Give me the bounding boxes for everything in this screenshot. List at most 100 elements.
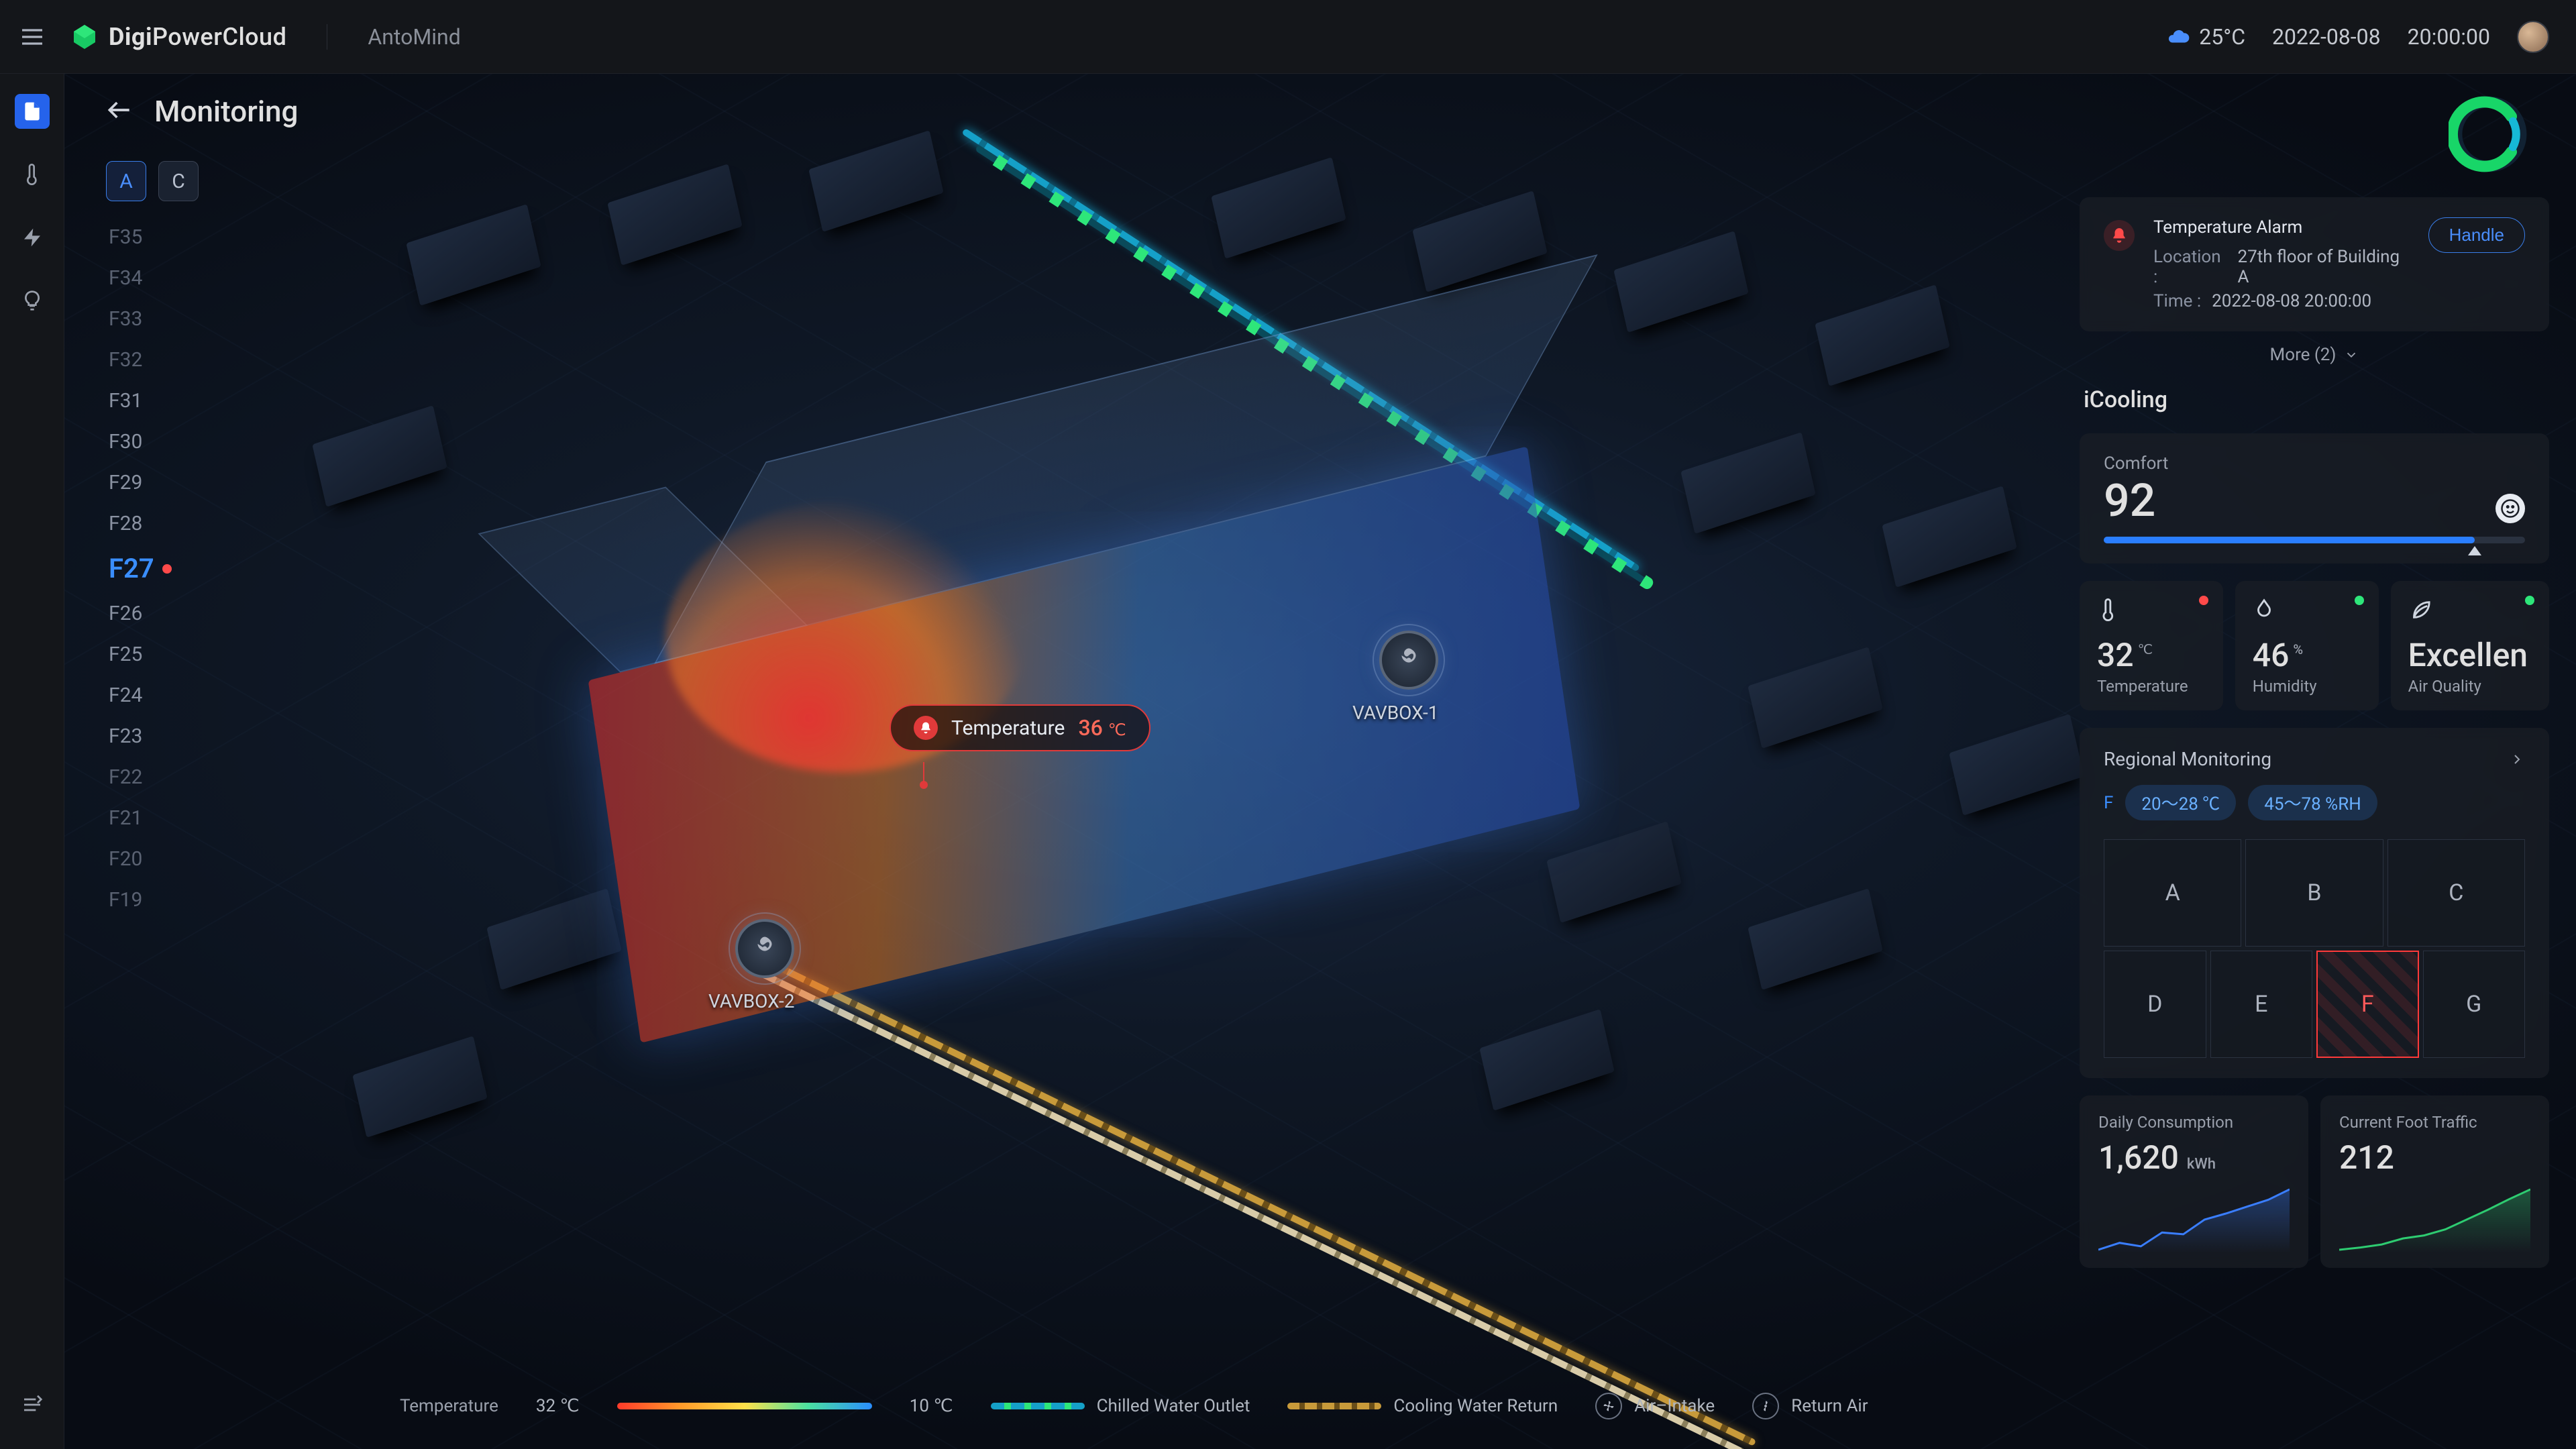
- floor-f29[interactable]: F29: [106, 467, 174, 498]
- floor-f25[interactable]: F25: [106, 639, 174, 670]
- region-b[interactable]: B: [2245, 839, 2383, 947]
- legend-seg-icon: [1287, 1403, 1381, 1409]
- rail-lighting[interactable]: [15, 283, 50, 318]
- floor-f34[interactable]: F34: [106, 262, 174, 294]
- droplet-icon: [2253, 598, 2275, 621]
- floor-f21[interactable]: F21: [106, 802, 174, 834]
- fan-icon: [1595, 1393, 1622, 1419]
- bolt-icon: [21, 227, 43, 248]
- floor-f35[interactable]: F35: [106, 221, 174, 253]
- back-button[interactable]: [105, 95, 134, 127]
- metric-air-quality[interactable]: Excellen Air Quality: [2391, 581, 2549, 710]
- floor-f31[interactable]: F31: [106, 385, 174, 417]
- floor-f22[interactable]: F22: [106, 761, 174, 793]
- thermo-icon: [2097, 598, 2120, 621]
- header-temp: 25°C: [2199, 24, 2245, 50]
- page-title: Monitoring: [154, 94, 298, 129]
- legend-temp-hot: 32 ℃: [536, 1396, 580, 1416]
- region-f[interactable]: F: [2316, 951, 2419, 1058]
- comfort-fill: [2104, 537, 2475, 543]
- legend: Temperature 32 ℃ 10 ℃ Chilled Water Outl…: [400, 1393, 2026, 1419]
- sparkline-consumption: [2098, 1186, 2290, 1253]
- regional-card: Regional Monitoring F 20～28 ℃ 45～78 %RH …: [2080, 728, 2549, 1078]
- region-e[interactable]: E: [2210, 951, 2313, 1058]
- metric-humidity[interactable]: 46% Humidity: [2235, 581, 2379, 710]
- rail-energy[interactable]: [15, 220, 50, 255]
- chip-temp: 20～28 ℃: [2125, 785, 2236, 820]
- floor-f26[interactable]: F26: [106, 598, 174, 629]
- alarm-card: Temperature Alarm Location :27th floor o…: [2080, 197, 2549, 331]
- status-dot: [2525, 596, 2534, 605]
- collapse-icon: [21, 1394, 43, 1415]
- fan-icon: [751, 934, 779, 963]
- smile-icon: [2496, 494, 2525, 523]
- rail-monitoring[interactable]: [15, 94, 50, 129]
- right-panel: Temperature Alarm Location :27th floor o…: [2080, 94, 2549, 1268]
- metric-temperature[interactable]: 32℃ Temperature: [2080, 581, 2223, 710]
- comfort-bar: [2104, 537, 2525, 543]
- stat-traffic-value: 212: [2339, 1138, 2394, 1177]
- region-a[interactable]: A: [2104, 839, 2241, 947]
- vavbox-2-label: VAVBOX-2: [708, 990, 795, 1012]
- vavbox-2-node[interactable]: [735, 919, 794, 978]
- region-c[interactable]: C: [2387, 839, 2525, 947]
- c-badge-icon: [2449, 94, 2529, 174]
- region-g[interactable]: G: [2423, 951, 2526, 1058]
- header-right: 25°C 2022-08-08 20:00:00: [2167, 21, 2549, 53]
- metric-row: 32℃ Temperature 46% Humidity Excellen Ai…: [2080, 581, 2549, 710]
- leaf-icon: [2408, 598, 2431, 621]
- metric-value: 46%: [2253, 636, 2361, 674]
- status-dot: [2199, 596, 2208, 605]
- handle-button[interactable]: Handle: [2428, 217, 2525, 253]
- legend-cooling-return: Cooling Water Return: [1287, 1396, 1558, 1416]
- floor-f23[interactable]: F23: [106, 720, 174, 752]
- thermometer-icon: [21, 164, 43, 185]
- alarm-body: Temperature Alarm Location :27th floor o…: [2153, 217, 2410, 311]
- temp-callout[interactable]: Temperature 36 ℃: [890, 704, 1150, 751]
- legend-return-air-label: Return Air: [1791, 1396, 1868, 1416]
- sub-brand: AntoMind: [327, 24, 460, 50]
- avatar[interactable]: [2517, 21, 2549, 53]
- rail-temperature[interactable]: [15, 157, 50, 192]
- regional-title: Regional Monitoring: [2104, 748, 2271, 770]
- region-grid: ABC DEFG: [2104, 839, 2525, 1058]
- alarm-time-val: 2022-08-08 20:00:00: [2212, 291, 2371, 311]
- floor-f32[interactable]: F32: [106, 344, 174, 376]
- floor-f28[interactable]: F28: [106, 508, 174, 539]
- brand: DigiPowerCloud: [64, 23, 286, 51]
- floor-f33[interactable]: F33: [106, 303, 174, 335]
- chip-humidity: 45～78 %RH: [2248, 785, 2377, 820]
- vavbox-1-node[interactable]: [1379, 631, 1438, 690]
- menu-button[interactable]: [0, 23, 64, 50]
- comfort-card: Comfort 92: [2080, 433, 2549, 564]
- alarm-more[interactable]: More (2): [2080, 345, 2549, 365]
- alarm-loc-val: 27th floor of Building A: [2238, 247, 2410, 287]
- comfort-label: Comfort: [2104, 453, 2525, 474]
- chevron-down-icon: [2344, 347, 2359, 362]
- floor-f20[interactable]: F20: [106, 843, 174, 875]
- legend-return-air: Return Air: [1752, 1393, 1868, 1419]
- stat-consumption: Daily Consumption 1,620kWh: [2080, 1095, 2308, 1268]
- callout-label: Temperature: [951, 716, 1065, 740]
- viewport-3d[interactable]: VAVBOX-1 VAVBOX-2 Temperature 36 ℃ Monit…: [64, 74, 2576, 1449]
- weather: 25°C: [2167, 24, 2245, 50]
- floor-f30[interactable]: F30: [106, 426, 174, 458]
- metric-value: 32℃: [2097, 636, 2206, 674]
- regional-key: F: [2104, 793, 2113, 813]
- legend-chilled-label: Chilled Water Outlet: [1097, 1396, 1250, 1416]
- legend-air-intake: Air–Intake: [1595, 1393, 1715, 1419]
- callout-value: 36 ℃: [1078, 715, 1126, 741]
- zone-c-button[interactable]: C: [158, 161, 199, 201]
- floor-f27[interactable]: F27: [106, 549, 174, 588]
- document-icon: [21, 101, 43, 122]
- rail-collapse[interactable]: [15, 1387, 50, 1422]
- zone-a-button[interactable]: A: [106, 161, 146, 201]
- region-d[interactable]: D: [2104, 951, 2206, 1058]
- stat-traffic-label: Current Foot Traffic: [2339, 1113, 2530, 1132]
- fan-icon: [1752, 1393, 1779, 1419]
- floor-f19[interactable]: F19: [106, 884, 174, 916]
- legend-chilled: Chilled Water Outlet: [991, 1396, 1250, 1416]
- floor-f24[interactable]: F24: [106, 680, 174, 711]
- chevron-right-icon[interactable]: [2509, 751, 2525, 767]
- comfort-value: 92: [2104, 478, 2155, 523]
